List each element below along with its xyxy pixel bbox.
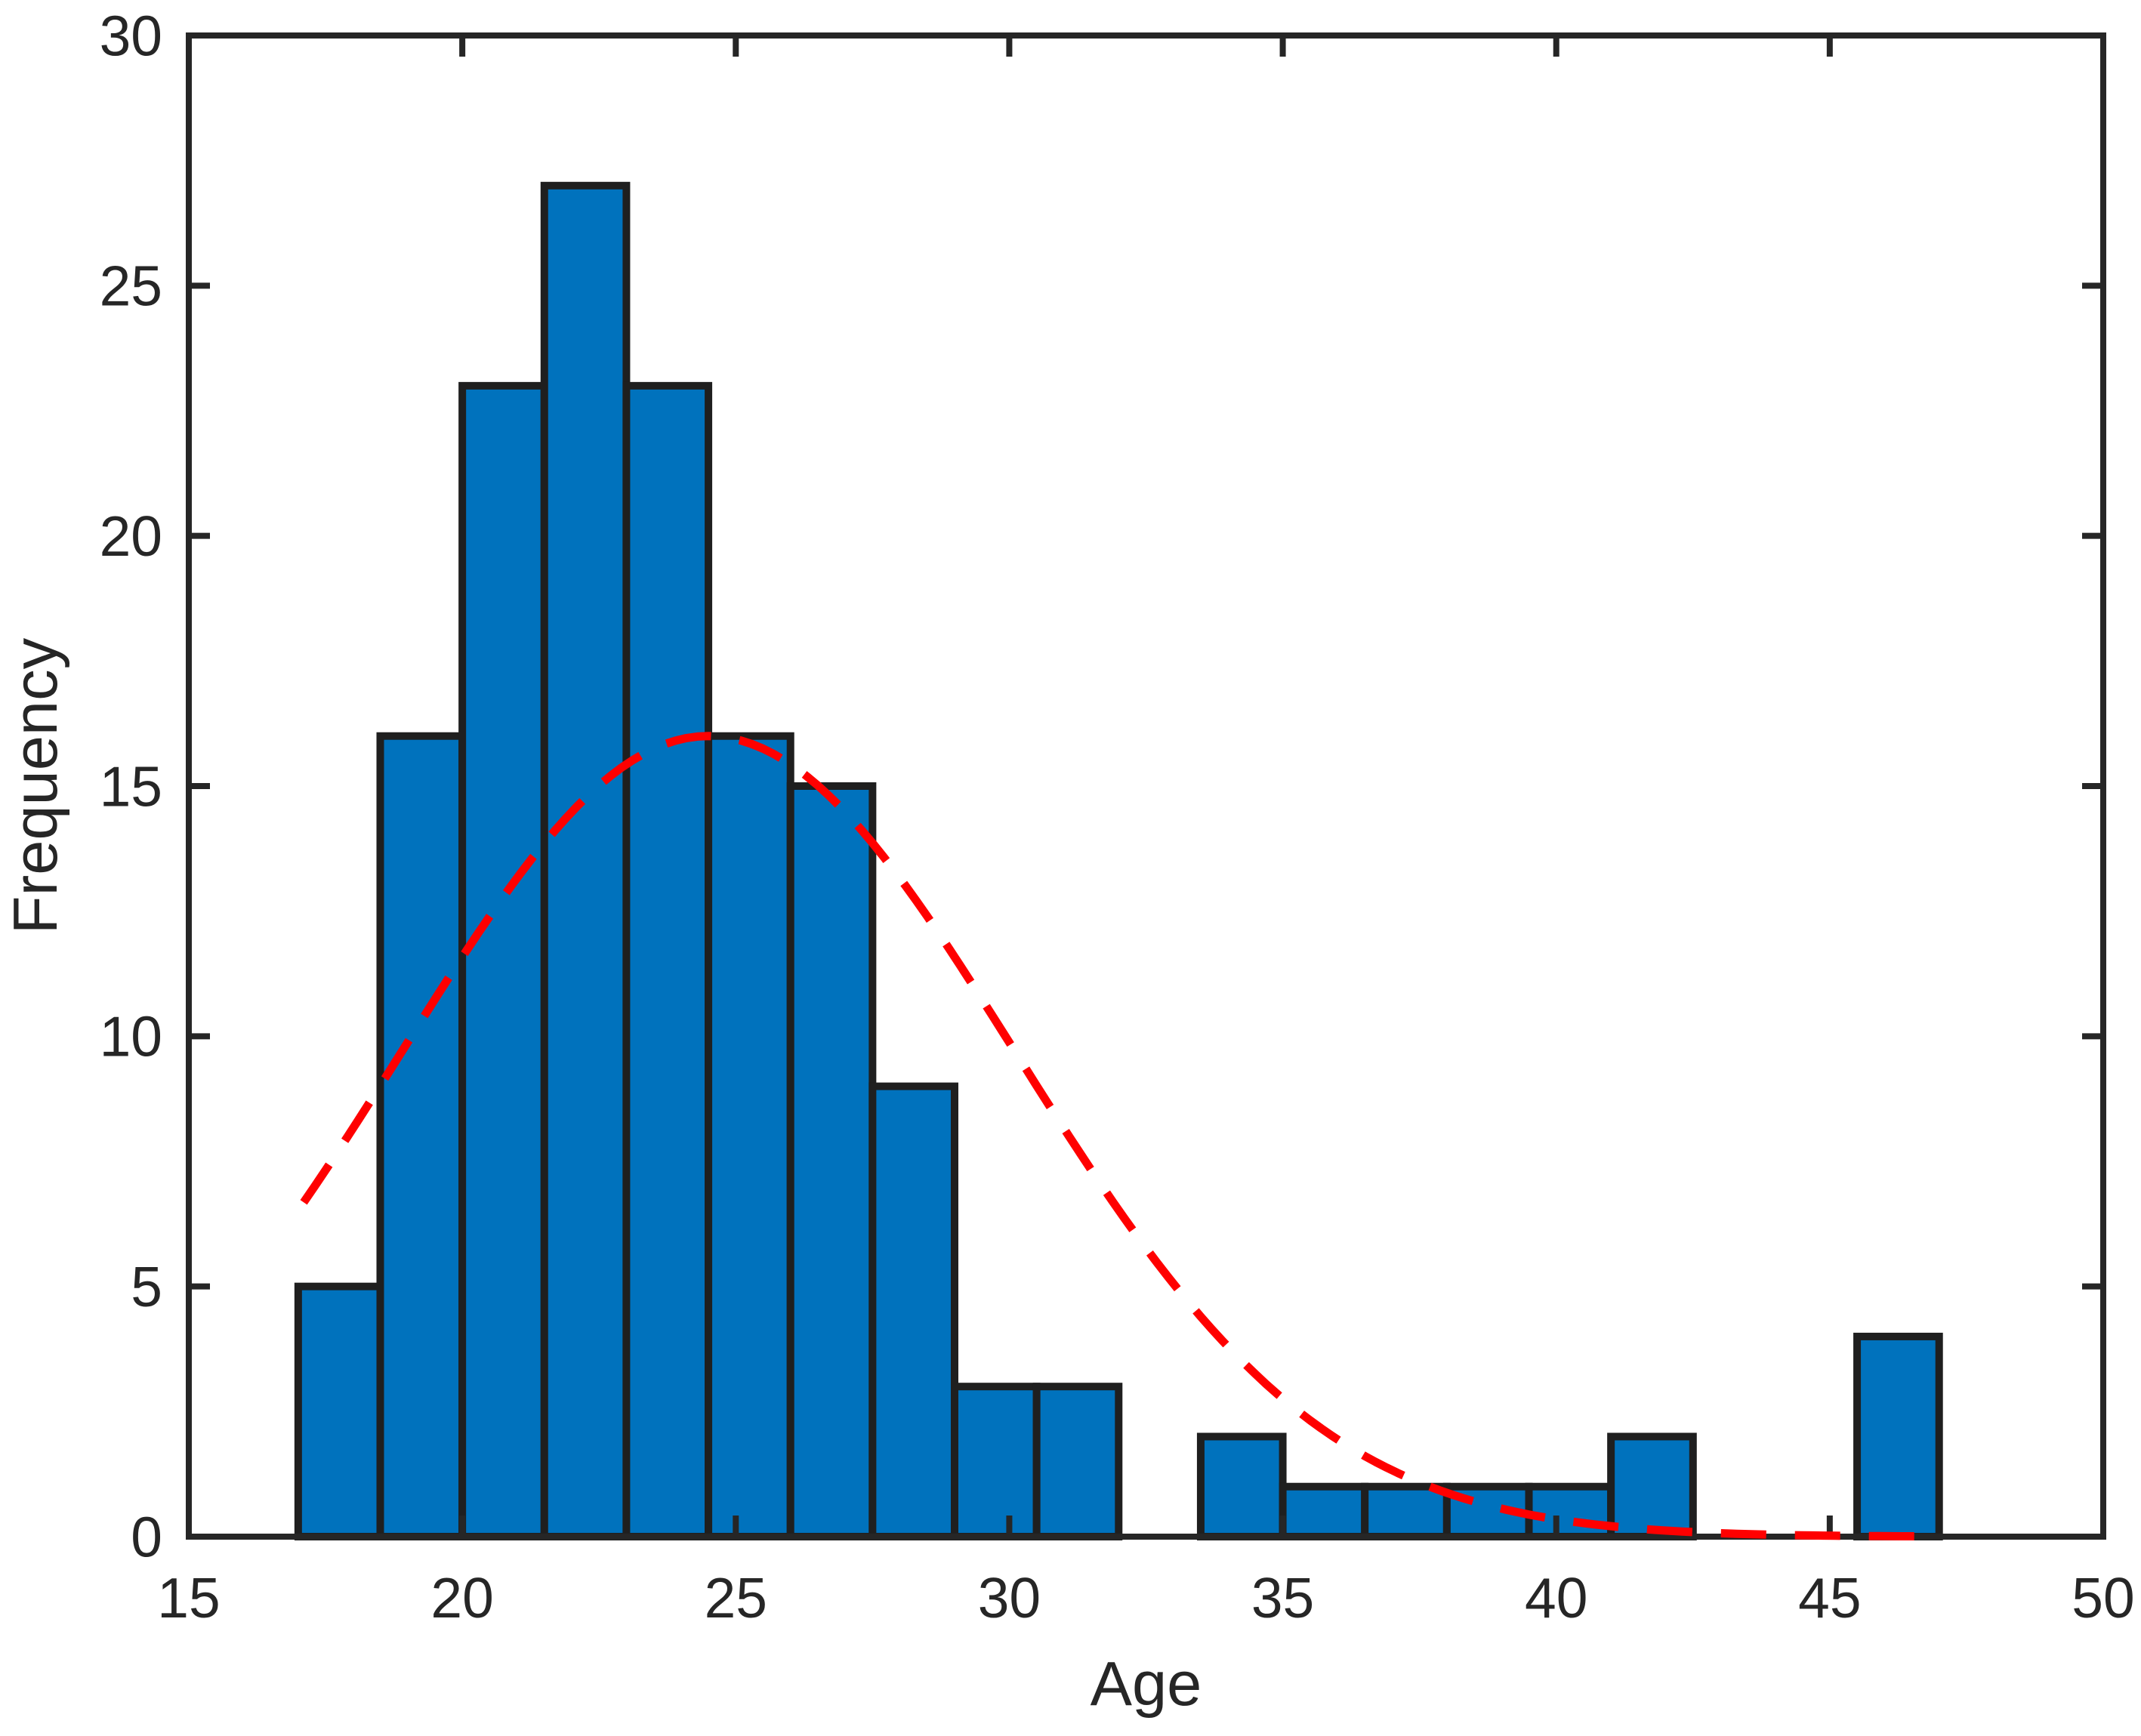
histogram-bar — [951, 1383, 1041, 1540]
normal-fit-curve — [300, 732, 1934, 1541]
y-tick-label: 15 — [100, 754, 162, 818]
normal-fit-curve-layer — [300, 732, 1934, 1541]
x-tick-label: 30 — [978, 1566, 1041, 1630]
y-tick-label: 0 — [131, 1505, 162, 1568]
histogram-bar — [1607, 1432, 1697, 1541]
histogram-bar — [1853, 1332, 1943, 1541]
histogram-bar — [1525, 1482, 1615, 1540]
axis-tick-labels: 15 20 25 30 35 40 45 50 0 5 10 15 20 25 30 — [100, 4, 2135, 1630]
y-tick-label: 30 — [100, 4, 162, 67]
histogram-bar — [458, 381, 548, 1540]
y-axis-label: Frequency — [0, 637, 70, 934]
histogram-bar — [1032, 1383, 1123, 1540]
histogram-bar — [786, 782, 877, 1540]
y-tick-label: 20 — [100, 504, 162, 568]
histogram-bar — [540, 181, 631, 1540]
y-tick-label: 25 — [100, 254, 162, 318]
y-tick-label: 10 — [100, 1005, 162, 1068]
x-tick-label: 15 — [157, 1566, 220, 1630]
histogram-bar — [622, 381, 713, 1540]
x-tick-label: 20 — [430, 1566, 493, 1630]
histogram-bar — [1196, 1432, 1287, 1541]
x-tick-label: 50 — [2072, 1566, 2134, 1630]
x-tick-label: 25 — [705, 1566, 767, 1630]
histogram-bar — [376, 732, 467, 1541]
histogram-bar — [705, 732, 794, 1541]
histogram-bars — [294, 181, 1943, 1541]
x-tick-label: 40 — [1525, 1566, 1587, 1630]
x-tick-label: 45 — [1798, 1566, 1861, 1630]
histogram-bar — [868, 1082, 959, 1540]
axis-ticks — [186, 32, 2106, 1540]
histogram-bar — [1361, 1482, 1451, 1540]
x-tick-label: 35 — [1251, 1566, 1314, 1630]
y-tick-label: 5 — [131, 1255, 162, 1318]
histogram-bar — [294, 1282, 384, 1540]
x-axis-label: Age — [1091, 1648, 1202, 1719]
histogram-bar — [1279, 1482, 1369, 1540]
